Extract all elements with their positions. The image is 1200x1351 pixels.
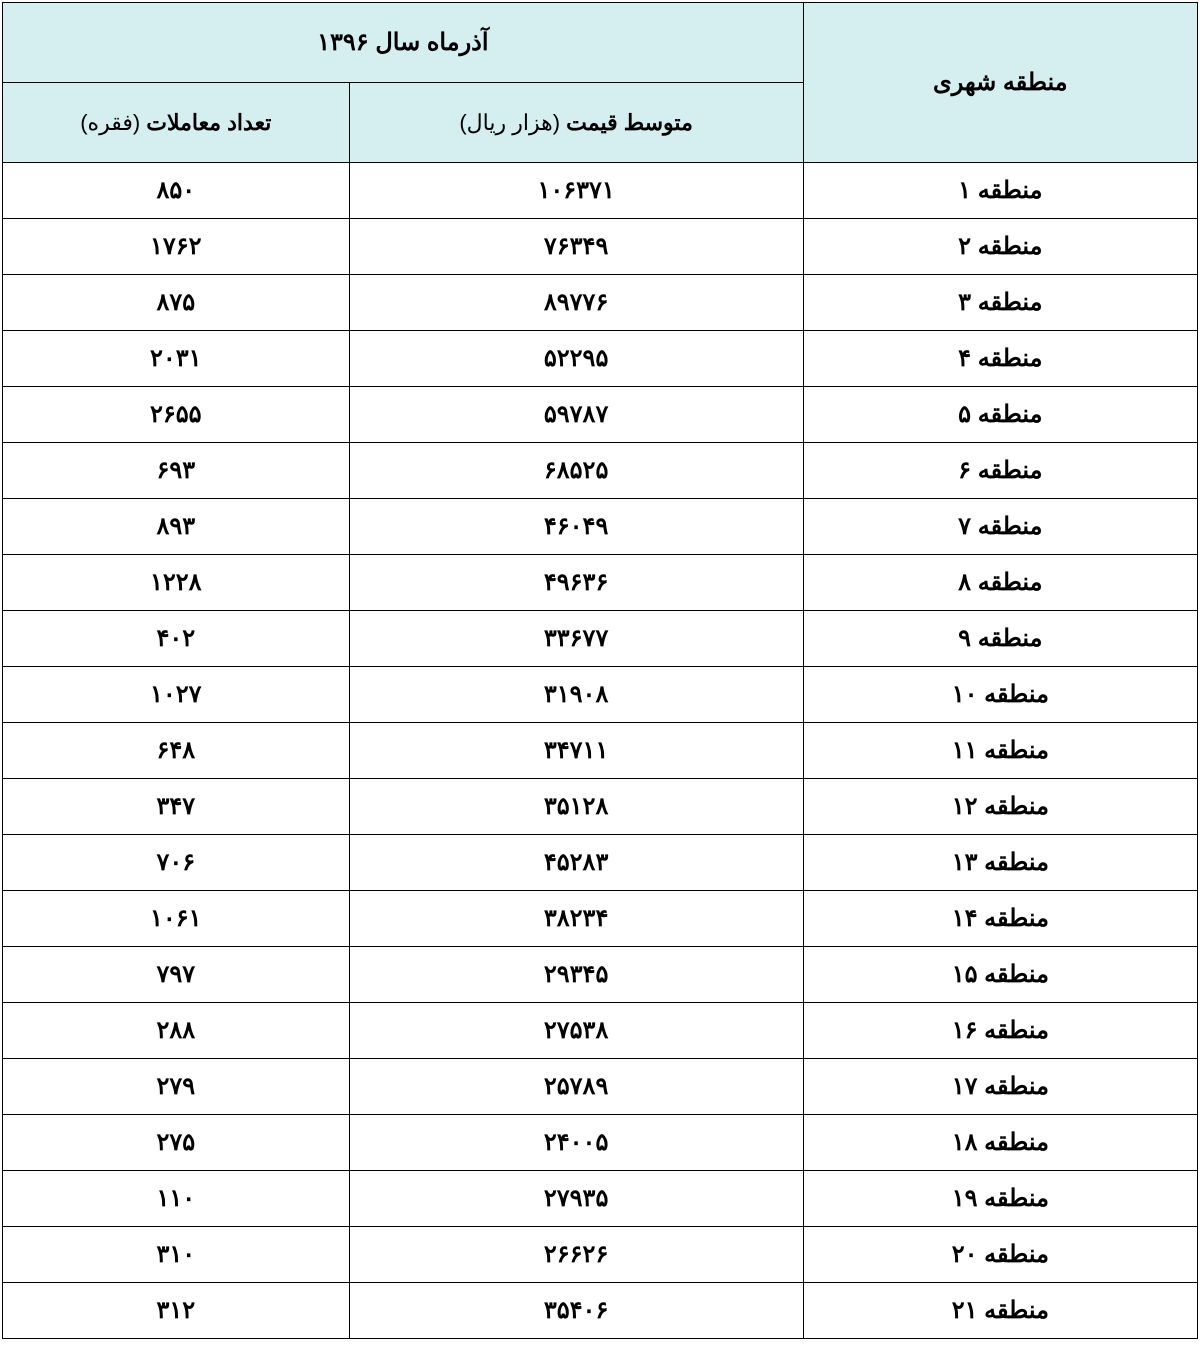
cell-price: ۵۲۲۹۵ — [349, 331, 803, 387]
cell-region: منطقه ۱۹ — [803, 1171, 1197, 1227]
table-row: منطقه ۸۴۹۶۳۶۱۲۲۸ — [3, 555, 1198, 611]
cell-region: منطقه ۳ — [803, 275, 1197, 331]
cell-region: منطقه ۶ — [803, 443, 1197, 499]
table-row: منطقه ۱۹۲۷۹۳۵۱۱۰ — [3, 1171, 1198, 1227]
table-row: منطقه ۷۴۶۰۴۹۸۹۳ — [3, 499, 1198, 555]
table-row: منطقه ۱۱۳۴۷۱۱۶۴۸ — [3, 723, 1198, 779]
table-row: منطقه ۱۰۳۱۹۰۸۱۰۲۷ — [3, 667, 1198, 723]
cell-region: منطقه ۱۸ — [803, 1115, 1197, 1171]
cell-region: منطقه ۲۰ — [803, 1227, 1197, 1283]
cell-price: ۸۹۷۷۶ — [349, 275, 803, 331]
cell-count: ۶۹۳ — [3, 443, 350, 499]
cell-count: ۳۴۷ — [3, 779, 350, 835]
count-column-header: تعداد معاملات (فقره) — [3, 83, 350, 163]
table-row: منطقه ۱۱۰۶۳۷۱۸۵۰ — [3, 163, 1198, 219]
cell-price: ۴۶۰۴۹ — [349, 499, 803, 555]
cell-count: ۱۲۲۸ — [3, 555, 350, 611]
cell-region: منطقه ۱۰ — [803, 667, 1197, 723]
table-body: منطقه ۱۱۰۶۳۷۱۸۵۰منطقه ۲۷۶۳۴۹۱۷۶۲منطقه ۳۸… — [3, 163, 1198, 1339]
region-column-header: منطقه شهری — [933, 69, 1068, 96]
cell-count: ۴۰۲ — [3, 611, 350, 667]
cell-count: ۸۹۳ — [3, 499, 350, 555]
cell-price: ۳۳۶۷۷ — [349, 611, 803, 667]
cell-region: منطقه ۱۳ — [803, 835, 1197, 891]
cell-price: ۳۸۲۳۴ — [349, 891, 803, 947]
cell-price: ۴۵۲۸۳ — [349, 835, 803, 891]
cell-region: منطقه ۱۲ — [803, 779, 1197, 835]
table-row: منطقه ۱۸۲۴۰۰۵۲۷۵ — [3, 1115, 1198, 1171]
price-column-header: متوسط قیمت (هزار ریال) — [349, 83, 803, 163]
table-row: منطقه ۱۵۲۹۳۴۵۷۹۷ — [3, 947, 1198, 1003]
cell-price: ۲۹۳۴۵ — [349, 947, 803, 1003]
table-row: منطقه ۱۶۲۷۵۳۸۲۸۸ — [3, 1003, 1198, 1059]
cell-count: ۲۸۸ — [3, 1003, 350, 1059]
cell-region: منطقه ۵ — [803, 387, 1197, 443]
cell-price: ۲۴۰۰۵ — [349, 1115, 803, 1171]
cell-region: منطقه ۱۴ — [803, 891, 1197, 947]
table-row: منطقه ۲۰۲۶۶۲۶۳۱۰ — [3, 1227, 1198, 1283]
cell-price: ۲۶۶۲۶ — [349, 1227, 803, 1283]
cell-region: منطقه ۱۶ — [803, 1003, 1197, 1059]
cell-price: ۲۷۹۳۵ — [349, 1171, 803, 1227]
cell-price: ۴۹۶۳۶ — [349, 555, 803, 611]
header-blank: منطقه شهری — [803, 3, 1197, 163]
table-row: منطقه ۱۷۲۵۷۸۹۲۷۹ — [3, 1059, 1198, 1115]
cell-count: ۲۷۹ — [3, 1059, 350, 1115]
cell-count: ۱۱۰ — [3, 1171, 350, 1227]
cell-price: ۳۴۷۱۱ — [349, 723, 803, 779]
cell-price: ۶۸۵۲۵ — [349, 443, 803, 499]
table-row: منطقه ۳۸۹۷۷۶۸۷۵ — [3, 275, 1198, 331]
cell-price: ۲۵۷۸۹ — [349, 1059, 803, 1115]
table-row: منطقه ۲۱۳۵۴۰۶۳۱۲ — [3, 1283, 1198, 1339]
cell-region: منطقه ۴ — [803, 331, 1197, 387]
cell-region: منطقه ۷ — [803, 499, 1197, 555]
table-row: منطقه ۶۶۸۵۲۵۶۹۳ — [3, 443, 1198, 499]
cell-price: ۳۱۹۰۸ — [349, 667, 803, 723]
cell-region: منطقه ۱ — [803, 163, 1197, 219]
table-row: منطقه ۹۳۳۶۷۷۴۰۲ — [3, 611, 1198, 667]
cell-count: ۳۱۰ — [3, 1227, 350, 1283]
cell-region: منطقه ۱۵ — [803, 947, 1197, 1003]
table-row: منطقه ۱۳۴۵۲۸۳۷۰۶ — [3, 835, 1198, 891]
cell-price: ۳۵۱۲۸ — [349, 779, 803, 835]
cell-count: ۸۵۰ — [3, 163, 350, 219]
cell-price: ۷۶۳۴۹ — [349, 219, 803, 275]
cell-count: ۲۰۳۱ — [3, 331, 350, 387]
table-row: منطقه ۲۷۶۳۴۹۱۷۶۲ — [3, 219, 1198, 275]
table-row: منطقه ۱۴۳۸۲۳۴۱۰۶۱ — [3, 891, 1198, 947]
cell-region: منطقه ۱۷ — [803, 1059, 1197, 1115]
cell-count: ۱۷۶۲ — [3, 219, 350, 275]
header-period: آذرماه سال ۱۳۹۶ — [3, 3, 804, 83]
price-table: منطقه شهری آذرماه سال ۱۳۹۶ متوسط قیمت (ه… — [2, 2, 1198, 1339]
cell-count: ۷۹۷ — [3, 947, 350, 1003]
cell-price: ۳۵۴۰۶ — [349, 1283, 803, 1339]
cell-region: منطقه ۸ — [803, 555, 1197, 611]
cell-count: ۲۷۵ — [3, 1115, 350, 1171]
cell-price: ۲۷۵۳۸ — [349, 1003, 803, 1059]
cell-region: منطقه ۱۱ — [803, 723, 1197, 779]
table-row: منطقه ۵۵۹۷۸۷۲۶۵۵ — [3, 387, 1198, 443]
cell-count: ۳۱۲ — [3, 1283, 350, 1339]
cell-price: ۱۰۶۳۷۱ — [349, 163, 803, 219]
cell-count: ۱۰۲۷ — [3, 667, 350, 723]
cell-price: ۵۹۷۸۷ — [349, 387, 803, 443]
table-row: منطقه ۴۵۲۲۹۵۲۰۳۱ — [3, 331, 1198, 387]
table-row: منطقه ۱۲۳۵۱۲۸۳۴۷ — [3, 779, 1198, 835]
cell-region: منطقه ۲۱ — [803, 1283, 1197, 1339]
cell-count: ۶۴۸ — [3, 723, 350, 779]
cell-count: ۲۶۵۵ — [3, 387, 350, 443]
cell-count: ۷۰۶ — [3, 835, 350, 891]
cell-count: ۸۷۵ — [3, 275, 350, 331]
cell-count: ۱۰۶۱ — [3, 891, 350, 947]
cell-region: منطقه ۹ — [803, 611, 1197, 667]
cell-region: منطقه ۲ — [803, 219, 1197, 275]
